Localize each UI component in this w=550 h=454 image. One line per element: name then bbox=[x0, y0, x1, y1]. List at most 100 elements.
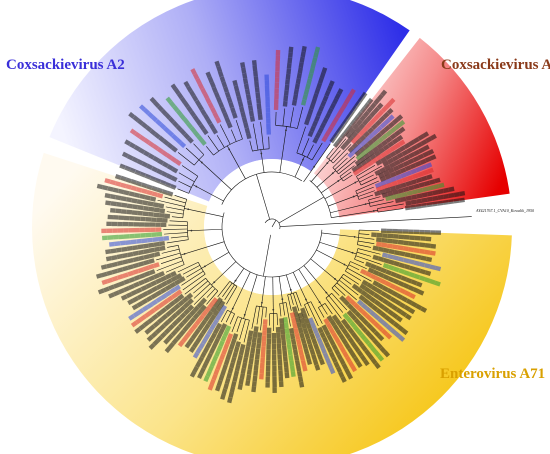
clade-stem-ev71 bbox=[263, 234, 271, 277]
leaf-branch bbox=[356, 251, 372, 257]
leaf-branch bbox=[156, 260, 183, 271]
subclade-stem bbox=[243, 274, 258, 319]
clade-stem-a5 bbox=[278, 196, 325, 224]
leaf-branch bbox=[178, 180, 192, 188]
subclade-stem bbox=[330, 202, 370, 214]
leaf-branch bbox=[290, 293, 294, 305]
leaf-branch bbox=[282, 303, 285, 316]
subclade-arc bbox=[318, 303, 326, 308]
leaf-branch bbox=[324, 303, 333, 315]
leaf-branch bbox=[301, 138, 310, 156]
leaf-branch bbox=[342, 174, 353, 182]
leaf-label: ███████████ bbox=[107, 214, 168, 224]
leaf-branch bbox=[279, 303, 282, 317]
node-marker bbox=[234, 279, 237, 282]
subclade-stem bbox=[192, 184, 224, 202]
node-marker bbox=[318, 301, 321, 304]
leaf-branch bbox=[231, 129, 237, 142]
leaf-branch bbox=[226, 286, 238, 305]
leaf-branch bbox=[235, 119, 243, 140]
leaf-label: ███████████ bbox=[381, 228, 442, 236]
leaf-branch bbox=[236, 317, 242, 333]
node-marker bbox=[200, 161, 203, 164]
leaf-branch bbox=[336, 282, 357, 301]
leaf-branch bbox=[293, 293, 300, 312]
leaf-branch bbox=[289, 107, 294, 128]
leaf-branch bbox=[325, 297, 342, 319]
leaf-branch bbox=[229, 313, 235, 325]
leaf-branch bbox=[368, 196, 381, 201]
leaf-branch bbox=[341, 276, 352, 285]
leaf-branch bbox=[307, 303, 319, 327]
leaf-label: ███████████ bbox=[264, 75, 272, 136]
node-marker bbox=[289, 288, 292, 291]
leaf-branch bbox=[359, 229, 380, 232]
leaf-branch bbox=[157, 199, 185, 207]
leaf-branch bbox=[177, 188, 189, 194]
clade-label-enterovirus-a71: Enterovirus A71 bbox=[440, 366, 546, 382]
subclade-stem bbox=[272, 276, 274, 314]
leaf-branch bbox=[160, 256, 182, 264]
leaf-label: ███████████ bbox=[102, 231, 163, 241]
leaf-branch bbox=[260, 306, 264, 331]
leaf-branch bbox=[356, 186, 374, 195]
leaf-label: ███████████ bbox=[371, 232, 432, 243]
clade-sectors bbox=[32, 0, 512, 454]
subclade-stem bbox=[328, 194, 358, 207]
leaf-branch bbox=[164, 196, 186, 204]
leaf-branch bbox=[181, 271, 204, 286]
leaf-branch bbox=[170, 235, 188, 239]
leaf-branch bbox=[357, 190, 375, 197]
leaf-branch bbox=[296, 107, 304, 129]
leaf-label: ███████████ bbox=[271, 333, 278, 394]
leaf-label: ███████████ bbox=[258, 318, 268, 379]
leaf-branch bbox=[296, 126, 306, 154]
leaf-branch bbox=[182, 265, 200, 275]
leaf-branch bbox=[217, 281, 230, 298]
leaf-branch bbox=[224, 284, 235, 300]
node-marker bbox=[337, 180, 340, 182]
leaf-branch bbox=[304, 304, 310, 317]
subclade-stem bbox=[292, 272, 308, 304]
leaf-branch bbox=[171, 216, 183, 219]
root-arc bbox=[264, 218, 281, 230]
leaf-branch bbox=[174, 195, 187, 200]
leaf-branch bbox=[356, 164, 376, 177]
node-marker bbox=[243, 313, 246, 316]
leaf-branch bbox=[164, 232, 188, 235]
node-marker bbox=[195, 185, 198, 188]
leaf-branch bbox=[358, 240, 375, 244]
leaf-branch bbox=[265, 307, 267, 318]
subclade-arc bbox=[182, 199, 188, 218]
leaf-branch bbox=[193, 143, 205, 155]
subclade-stem bbox=[261, 276, 266, 307]
leaf-branch bbox=[252, 123, 259, 151]
leaf-branch bbox=[249, 140, 253, 152]
subclade-stem bbox=[303, 265, 330, 296]
leaf-branch bbox=[166, 239, 189, 244]
leaf-branch bbox=[260, 121, 264, 150]
leaf-label: ███████████ bbox=[275, 327, 285, 388]
node-marker bbox=[305, 298, 307, 301]
leaf-branch bbox=[295, 292, 302, 307]
node-marker bbox=[364, 203, 367, 206]
leaf-branch bbox=[359, 174, 374, 183]
leaf-label: ███████████ bbox=[101, 227, 162, 234]
node-marker bbox=[281, 298, 284, 301]
subclade-stem bbox=[226, 145, 246, 179]
leaf-branch bbox=[355, 255, 382, 265]
subclade-stem bbox=[187, 228, 223, 232]
leaf-branch bbox=[185, 147, 200, 160]
bootstrap-labels bbox=[183, 129, 375, 316]
subclade-stem bbox=[316, 249, 349, 267]
leaf-branch bbox=[167, 244, 179, 248]
leaf-branch bbox=[282, 108, 286, 126]
leaf-branch bbox=[177, 152, 195, 166]
leaf-branch bbox=[332, 152, 348, 168]
leaf-branch bbox=[355, 180, 379, 192]
subclade-stem bbox=[211, 261, 237, 286]
leaf-branch bbox=[206, 290, 219, 305]
subclade-stem bbox=[331, 210, 378, 218]
leaf-branch bbox=[287, 294, 292, 311]
leaf-branch bbox=[182, 273, 206, 291]
